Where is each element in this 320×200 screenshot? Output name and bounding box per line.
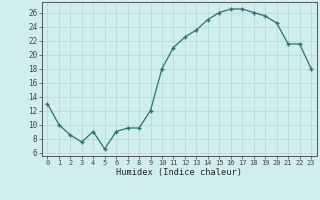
X-axis label: Humidex (Indice chaleur): Humidex (Indice chaleur): [116, 168, 242, 177]
